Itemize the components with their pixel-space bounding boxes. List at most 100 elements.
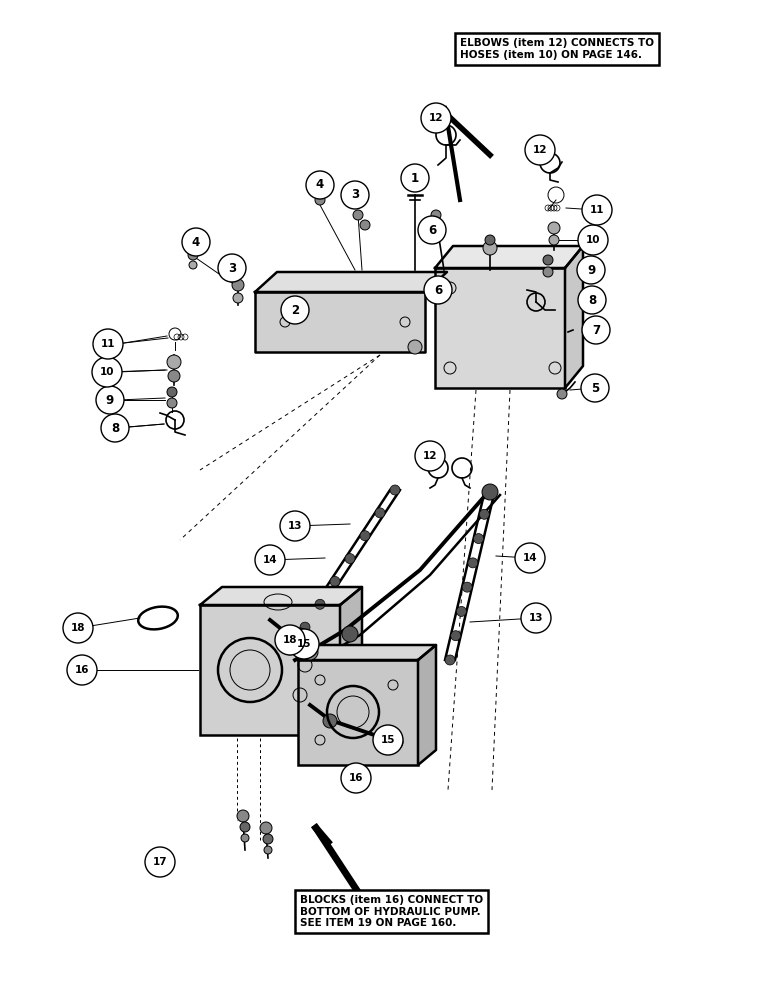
Circle shape xyxy=(101,414,129,442)
Text: 10: 10 xyxy=(100,367,114,377)
Text: 18: 18 xyxy=(71,623,85,633)
Circle shape xyxy=(360,531,370,541)
Circle shape xyxy=(168,370,180,382)
Circle shape xyxy=(543,255,553,265)
Circle shape xyxy=(408,340,422,354)
Circle shape xyxy=(468,558,478,568)
Text: 9: 9 xyxy=(587,263,595,276)
Polygon shape xyxy=(298,645,436,660)
Circle shape xyxy=(182,228,210,256)
Circle shape xyxy=(543,267,553,277)
Text: 12: 12 xyxy=(533,145,547,155)
Circle shape xyxy=(315,599,325,609)
Text: 9: 9 xyxy=(106,393,114,406)
Text: 16: 16 xyxy=(75,665,90,675)
Polygon shape xyxy=(255,272,447,292)
Circle shape xyxy=(345,554,355,564)
Text: 5: 5 xyxy=(591,381,599,394)
Circle shape xyxy=(232,279,244,291)
Circle shape xyxy=(431,210,441,220)
Polygon shape xyxy=(418,645,436,765)
Text: 8: 8 xyxy=(111,422,119,434)
Text: 3: 3 xyxy=(351,188,359,202)
Bar xyxy=(200,605,340,735)
Polygon shape xyxy=(255,292,425,352)
Text: 7: 7 xyxy=(592,324,600,336)
Circle shape xyxy=(462,582,472,592)
Circle shape xyxy=(167,355,181,369)
Circle shape xyxy=(285,645,295,655)
Circle shape xyxy=(485,485,495,495)
Circle shape xyxy=(263,834,273,844)
Circle shape xyxy=(424,276,452,304)
Circle shape xyxy=(525,135,555,165)
Circle shape xyxy=(482,484,498,500)
Circle shape xyxy=(167,387,177,397)
Circle shape xyxy=(360,220,370,230)
Text: 6: 6 xyxy=(434,284,442,296)
Circle shape xyxy=(473,534,483,544)
Circle shape xyxy=(578,225,608,255)
Circle shape xyxy=(582,316,610,344)
Circle shape xyxy=(189,261,197,269)
Circle shape xyxy=(415,441,445,471)
Circle shape xyxy=(240,822,250,832)
Circle shape xyxy=(373,725,403,755)
Text: 4: 4 xyxy=(192,235,200,248)
Circle shape xyxy=(341,763,371,793)
Circle shape xyxy=(260,822,272,834)
Text: 13: 13 xyxy=(288,521,303,531)
Circle shape xyxy=(264,846,272,854)
Polygon shape xyxy=(565,246,583,388)
Circle shape xyxy=(275,625,305,655)
Text: 1: 1 xyxy=(411,172,419,184)
Text: 6: 6 xyxy=(428,224,436,236)
Circle shape xyxy=(218,254,246,282)
Circle shape xyxy=(67,655,97,685)
Circle shape xyxy=(581,374,609,402)
Text: 16: 16 xyxy=(349,773,364,783)
Circle shape xyxy=(390,485,400,495)
Circle shape xyxy=(353,210,363,220)
Circle shape xyxy=(421,103,451,133)
Circle shape xyxy=(96,386,124,414)
Circle shape xyxy=(280,511,310,541)
Circle shape xyxy=(167,398,177,408)
Circle shape xyxy=(445,655,455,665)
Circle shape xyxy=(479,509,489,519)
Circle shape xyxy=(302,644,318,660)
Circle shape xyxy=(188,250,198,260)
Circle shape xyxy=(515,543,545,573)
Circle shape xyxy=(288,634,302,648)
Circle shape xyxy=(557,389,567,399)
Text: 18: 18 xyxy=(283,635,297,645)
Circle shape xyxy=(456,606,466,616)
Polygon shape xyxy=(340,587,362,735)
Circle shape xyxy=(577,256,605,284)
Polygon shape xyxy=(200,587,362,605)
Text: 4: 4 xyxy=(316,178,324,192)
Circle shape xyxy=(429,221,443,235)
Circle shape xyxy=(548,222,560,234)
Circle shape xyxy=(289,629,319,659)
Circle shape xyxy=(237,810,249,822)
Circle shape xyxy=(300,622,310,632)
Circle shape xyxy=(549,235,559,245)
Circle shape xyxy=(582,195,612,225)
Bar xyxy=(435,268,565,388)
Circle shape xyxy=(341,181,369,209)
Circle shape xyxy=(92,357,122,387)
Circle shape xyxy=(521,603,551,633)
Text: 14: 14 xyxy=(262,555,277,565)
Text: 11: 11 xyxy=(101,339,115,349)
Text: 13: 13 xyxy=(529,613,543,623)
Circle shape xyxy=(451,631,461,641)
Text: 17: 17 xyxy=(153,857,168,867)
Circle shape xyxy=(342,626,358,642)
Circle shape xyxy=(63,613,93,643)
Circle shape xyxy=(93,329,123,359)
Circle shape xyxy=(330,576,340,586)
Text: BLOCKS (item 16) CONNECT TO
BOTTOM OF HYDRAULIC PUMP.
SEE ITEM 19 ON PAGE 160.: BLOCKS (item 16) CONNECT TO BOTTOM OF HY… xyxy=(300,895,483,928)
Text: 10: 10 xyxy=(586,235,601,245)
Text: 12: 12 xyxy=(423,451,437,461)
